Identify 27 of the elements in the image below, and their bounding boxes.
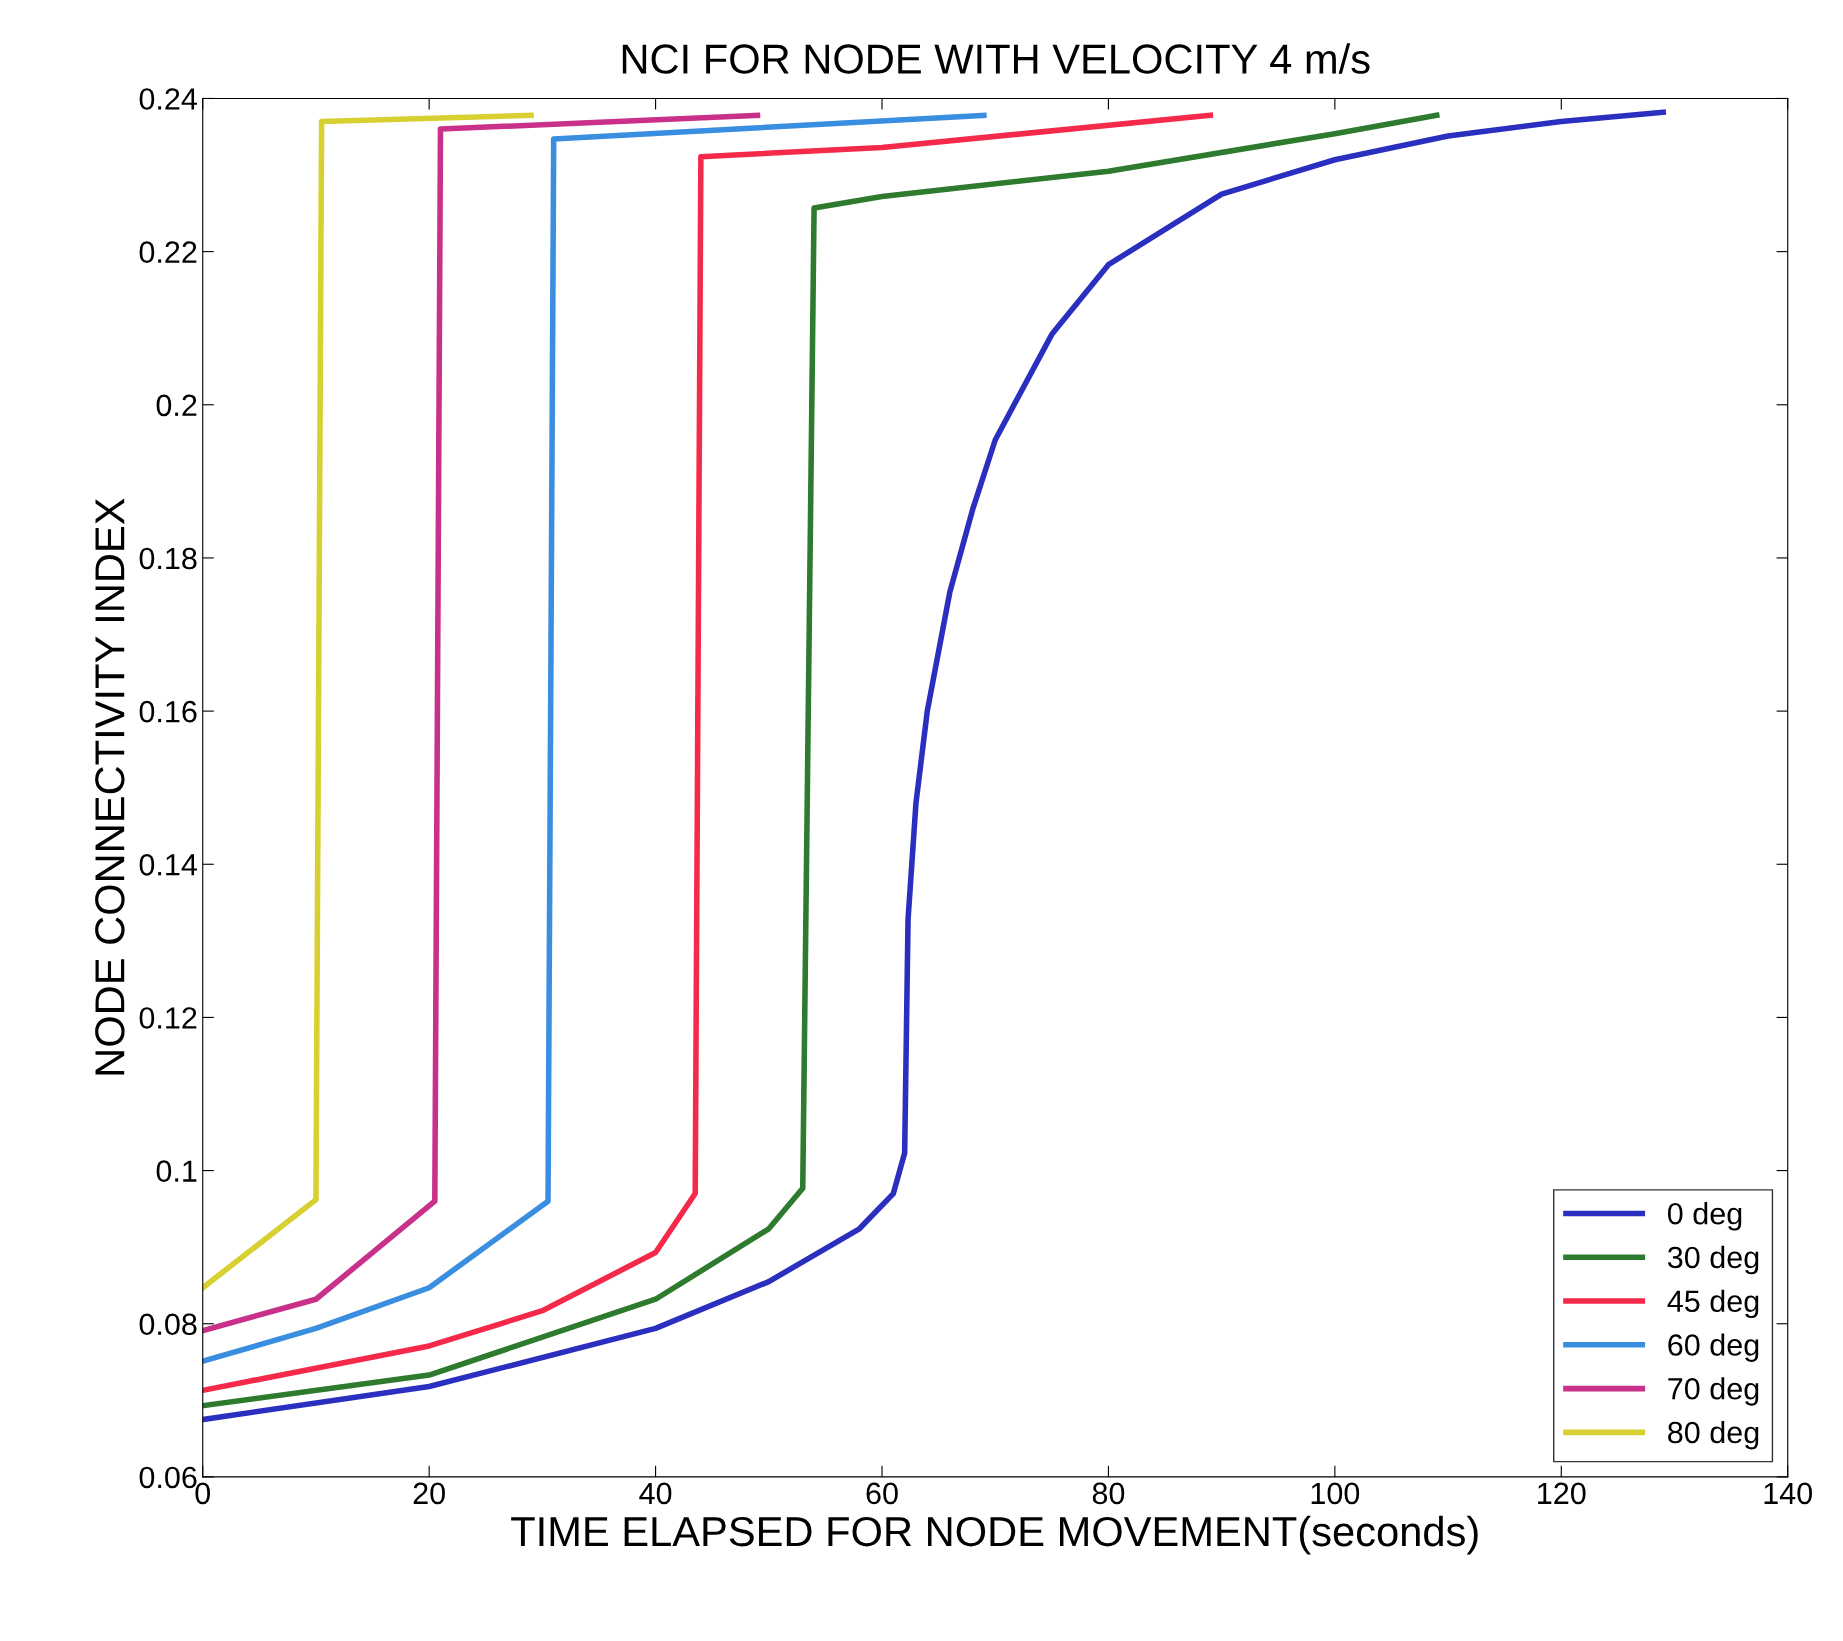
x-tick-label: 80 — [1092, 1482, 1125, 1505]
y-tick-label: 0.1 — [156, 1160, 197, 1182]
x-tick-label: 100 — [1311, 1482, 1360, 1505]
x-tick-label: 60 — [866, 1482, 898, 1505]
legend-label: 70 deg — [1668, 1377, 1759, 1406]
legend-label: 45 deg — [1667, 1289, 1759, 1319]
y-tick-label: 0.12 — [139, 1007, 197, 1029]
x-tick-label: 0 — [195, 1482, 211, 1505]
y-tick-label: 0.14 — [139, 854, 197, 876]
y-tick-label: 0.06 — [139, 1466, 197, 1489]
y-axis-title: NODE CONNECTIVITY INDEX — [95, 498, 125, 1075]
y-tick-label: 0.18 — [139, 547, 197, 570]
x-tick-label: 20 — [413, 1482, 445, 1505]
legend-label: 0 deg — [1667, 1202, 1742, 1231]
x-tick-label: 140 — [1764, 1482, 1813, 1505]
y-tick-label: 0.24 — [139, 88, 197, 110]
y-tick-label: 0.08 — [139, 1313, 197, 1336]
chart-title: NCI FOR NODE WITH VELOCITY 4 m/s — [622, 43, 1370, 74]
legend-label: 60 deg — [1668, 1333, 1759, 1362]
x-tick-label: 40 — [639, 1482, 672, 1505]
y-tick-label: 0.16 — [139, 700, 197, 723]
x-axis-title: TIME ELAPSED FOR NODE MOVEMENT(seconds) — [511, 1515, 1478, 1555]
x-tick-label: 120 — [1538, 1482, 1586, 1505]
legend-label: 80 deg — [1668, 1420, 1759, 1450]
y-tick-label: 0.2 — [156, 394, 197, 417]
legend-label: 30 deg — [1667, 1245, 1759, 1275]
y-tick-label: 0.22 — [139, 241, 197, 263]
